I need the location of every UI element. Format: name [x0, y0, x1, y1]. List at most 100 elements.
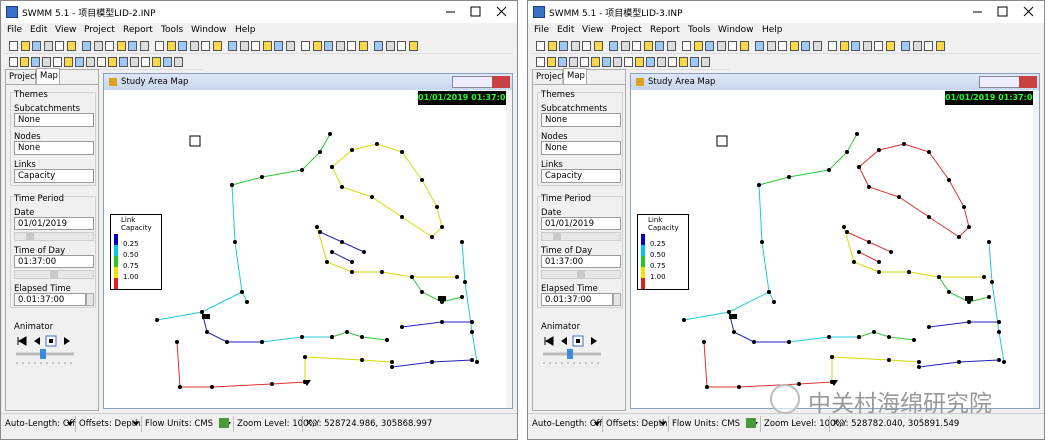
menu-item[interactable]: Project	[84, 25, 115, 35]
toolbar-button[interactable]	[778, 41, 787, 51]
toolbar-button[interactable]	[570, 41, 580, 51]
scrollbar[interactable]	[541, 232, 621, 241]
toolbar-button[interactable]	[397, 41, 406, 51]
toolbar-button[interactable]	[93, 41, 103, 51]
menu-item[interactable]: Window	[718, 25, 754, 35]
toolbar-button[interactable]	[862, 41, 872, 51]
menu-item[interactable]: Help	[762, 25, 783, 35]
toolbar-button[interactable]	[643, 41, 653, 51]
menu-item[interactable]: Window	[191, 25, 227, 35]
toolbar-button[interactable]	[108, 57, 117, 67]
toolbar-button[interactable]	[828, 41, 837, 51]
toolbar-button[interactable]	[559, 41, 568, 51]
toolbar-button[interactable]	[116, 41, 126, 51]
toolbar-button[interactable]	[312, 41, 322, 51]
toolbar-button[interactable]	[912, 41, 922, 51]
toolbar-button[interactable]	[66, 41, 76, 51]
dropdown[interactable]: None	[541, 141, 621, 155]
menu-item[interactable]: Tools	[161, 25, 184, 35]
toolbar-button[interactable]	[679, 57, 688, 67]
spin-button[interactable]	[613, 293, 621, 306]
toolbar-button[interactable]	[536, 41, 545, 51]
toolbar-button[interactable]	[632, 41, 641, 51]
tab[interactable]: Project	[6, 70, 38, 84]
map-close[interactable]	[492, 76, 510, 88]
toolbar-button[interactable]	[347, 41, 356, 51]
toolbar-button[interactable]	[358, 41, 368, 51]
menu-item[interactable]: Help	[235, 25, 256, 35]
toolbar-button[interactable]	[609, 41, 618, 51]
menu-item[interactable]: Edit	[30, 25, 48, 35]
status-item[interactable]: Offsets: Depth	[606, 419, 668, 429]
toolbar-button[interactable]	[408, 41, 418, 51]
toolbar-button[interactable]	[201, 41, 210, 51]
status-item[interactable]: Auto-Length: Off	[5, 419, 76, 429]
toolbar-button[interactable]	[262, 41, 272, 51]
animator-controls[interactable]	[541, 334, 621, 374]
tab[interactable]: Map	[36, 68, 60, 84]
scroll-thumb[interactable]	[553, 233, 561, 240]
tab[interactable]: Map	[563, 68, 587, 84]
toolbar-button[interactable]	[166, 41, 176, 51]
toolbar-button[interactable]	[602, 57, 611, 67]
toolbar-button[interactable]	[239, 41, 249, 51]
toolbar-button[interactable]	[86, 57, 95, 67]
toolbar-button[interactable]	[251, 41, 260, 51]
toolbar-button[interactable]	[53, 57, 62, 67]
toolbar-button[interactable]	[593, 41, 603, 51]
menu-item[interactable]: Project	[611, 25, 642, 35]
toolbar-button[interactable]	[635, 57, 644, 67]
toolbar-button[interactable]	[755, 41, 764, 51]
status-item[interactable]: Flow Units: CMS	[145, 419, 214, 429]
toolbar-button[interactable]	[739, 41, 749, 51]
toolbar-button[interactable]	[82, 41, 91, 51]
toolbar-button[interactable]	[152, 57, 161, 67]
toolbar-button[interactable]	[646, 57, 655, 67]
toolbar-button[interactable]	[97, 57, 106, 67]
dropdown[interactable]: Capacity	[14, 169, 94, 183]
scroll-thumb[interactable]	[577, 271, 585, 278]
menu-item[interactable]: Report	[650, 25, 680, 35]
toolbar-button[interactable]	[20, 41, 30, 51]
toolbar-button[interactable]	[901, 41, 910, 51]
status-item[interactable]: Auto-Length: Off	[532, 419, 603, 429]
toolbar-button[interactable]	[789, 41, 799, 51]
toolbar-button[interactable]	[155, 41, 164, 51]
toolbar-button[interactable]	[558, 57, 567, 67]
toolbar-button[interactable]	[668, 57, 677, 67]
toolbar-button[interactable]	[212, 41, 222, 51]
toolbar-button[interactable]	[547, 41, 557, 51]
dropdown[interactable]: 01/01/2019	[14, 217, 94, 230]
animator-controls[interactable]	[14, 334, 94, 374]
tab[interactable]: Project	[533, 70, 565, 84]
dropdown[interactable]: 01:37:00	[541, 255, 621, 268]
toolbar-button[interactable]	[690, 57, 699, 67]
toolbar-button[interactable]	[9, 57, 18, 67]
toolbar-button[interactable]	[31, 57, 40, 67]
toolbar-button[interactable]	[174, 57, 183, 67]
spin-field[interactable]: 0.01:37:00	[14, 293, 86, 306]
toolbar-button[interactable]	[624, 57, 633, 67]
toolbar-button[interactable]	[75, 57, 84, 67]
toolbar-button[interactable]	[569, 57, 578, 67]
toolbar-button[interactable]	[728, 41, 737, 51]
dropdown[interactable]: 01:37:00	[14, 255, 94, 268]
toolbar-button[interactable]	[613, 57, 622, 67]
toolbar-button[interactable]	[105, 41, 114, 51]
toolbar-button[interactable]	[705, 41, 714, 51]
toolbar-button[interactable]	[591, 57, 600, 67]
toolbar-button[interactable]	[935, 41, 945, 51]
toolbar-button[interactable]	[32, 41, 41, 51]
menu-item[interactable]: File	[7, 25, 23, 35]
toolbar-button[interactable]	[43, 41, 53, 51]
scroll-thumb[interactable]	[26, 233, 34, 240]
toolbar-button[interactable]	[228, 41, 237, 51]
toolbar-button[interactable]	[874, 41, 883, 51]
toolbar-button[interactable]	[766, 41, 776, 51]
map-close[interactable]	[1019, 76, 1037, 88]
toolbar-button[interactable]	[657, 57, 666, 67]
toolbar-button[interactable]	[620, 41, 630, 51]
toolbar-button[interactable]	[139, 41, 149, 51]
toolbar-button[interactable]	[885, 41, 895, 51]
toolbar-button[interactable]	[701, 57, 710, 67]
